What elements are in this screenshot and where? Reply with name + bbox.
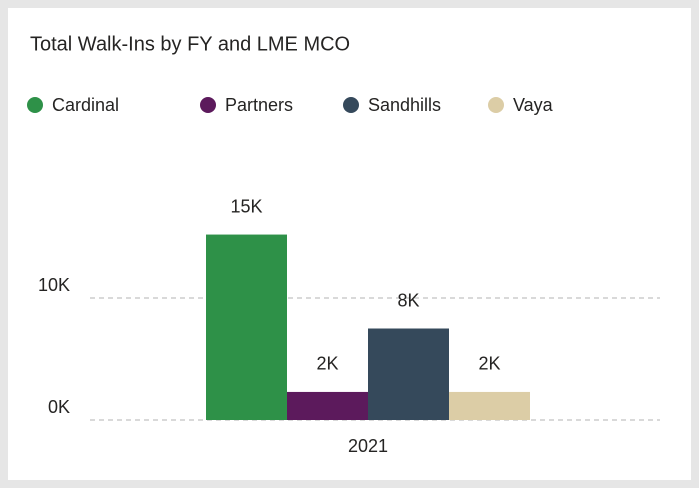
data-label: 15K [230,196,262,216]
bar [368,328,449,420]
legend-marker [200,97,216,113]
y-tick-label: 10K [38,275,70,295]
data-label: 2K [478,354,500,374]
bar [449,391,530,420]
legend-label: Partners [225,95,293,115]
y-tick-label: 0K [48,397,70,417]
data-label: 8K [397,290,419,310]
legend-marker [343,97,359,113]
bar [287,391,368,420]
legend-label: Sandhills [368,95,441,115]
bar [206,234,287,420]
legend-marker [27,97,43,113]
x-tick-label: 2021 [348,436,388,456]
legend-label: Cardinal [52,95,119,115]
legend-marker [488,97,504,113]
legend-label: Vaya [513,95,554,115]
data-label: 2K [316,354,338,374]
chart-title: Total Walk-Ins by FY and LME MCO [30,33,350,55]
